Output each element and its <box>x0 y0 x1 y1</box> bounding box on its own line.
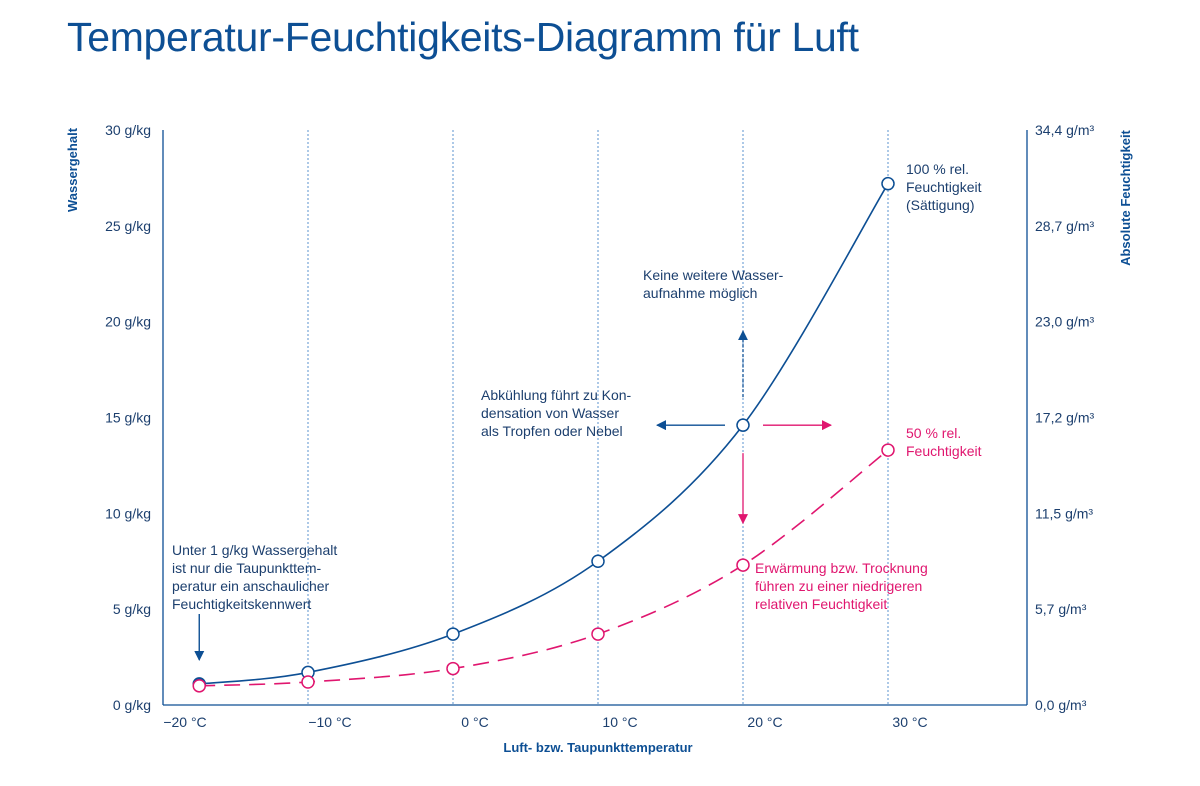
y-axis-label: Wassergehalt <box>65 127 80 212</box>
annotation-line: Keine weitere Wasser- <box>643 267 784 283</box>
x-tick-label: −20 °C <box>163 714 206 730</box>
annotation-line: Feuchtigkeit <box>906 179 982 195</box>
annotation-line: Unter 1 g/kg Wassergehalt <box>172 542 337 558</box>
y-tick-label: 5 g/kg <box>113 601 151 617</box>
annotation-line: Abkühlung führt zu Kon- <box>481 387 632 403</box>
annotation-line: 100 % rel. <box>906 161 969 177</box>
annotation-line: ist nur die Taupunkttem- <box>172 560 321 576</box>
saturation-point <box>446 627 460 641</box>
x-tick-label: 30 °C <box>892 714 927 730</box>
saturation-point <box>881 176 895 191</box>
annotation-line: relativen Feuchtigkeit <box>755 596 887 612</box>
fifty-percent-point <box>301 675 315 689</box>
annotation-line: densation von Wasser <box>481 405 619 421</box>
annotation-line: führen zu einer niedrigeren <box>755 578 922 594</box>
y-right-tick-label: 23,0 g/m³ <box>1035 314 1094 330</box>
fifty-percent-point <box>736 558 750 572</box>
fifty-percent-point <box>591 627 605 641</box>
annotation-erw: Erwärmung bzw. Trocknung führen zu einer … <box>755 560 928 612</box>
annotation-line: Feuchtigkeitskennwert <box>172 596 311 612</box>
y-right-tick-label: 17,2 g/m³ <box>1035 410 1094 426</box>
y-right-tick-label: 11,5 g/m³ <box>1035 505 1093 521</box>
fifty-percent-point <box>881 443 895 457</box>
y-right-tick-label: 0,0 g/m³ <box>1035 697 1087 713</box>
annotation-abk: Abkühlung führt zu Kon-densation von Was… <box>481 387 632 439</box>
x-tick-label: 10 °C <box>602 714 637 730</box>
x-tick-label: 0 °C <box>461 714 488 730</box>
y-tick-label: 25 g/kg <box>105 218 151 234</box>
saturation-point <box>736 418 750 432</box>
y-right-tick-label: 34,4 g/m³ <box>1035 122 1094 138</box>
annotation-fifty: 50 % rel. Feuchtigkeit <box>906 425 982 459</box>
x-tick-label: 20 °C <box>747 714 782 730</box>
y-tick-label: 20 g/kg <box>105 314 151 330</box>
chart-title: Temperatur-Feuchtigkeits-Diagramm für Lu… <box>67 14 859 60</box>
y-tick-label: 15 g/kg <box>105 410 151 426</box>
saturation-point <box>591 554 605 568</box>
y-right-tick-label: 5,7 g/m³ <box>1035 601 1087 617</box>
fifty-percent-point <box>446 661 460 676</box>
y-tick-label: 10 g/kg <box>105 505 151 521</box>
annotation-line: 50 % rel. <box>906 425 961 441</box>
annotation-line: Feuchtigkeit <box>906 443 982 459</box>
fifty-percent-point <box>192 679 206 693</box>
y-right-axis-label: Absolute Feuchtigkeit <box>1118 129 1133 265</box>
annotation-sat: 100 % rel. Feuchtigkeit (Sättigung) <box>906 161 982 213</box>
annotation-line: (Sättigung) <box>906 197 974 213</box>
annotation-line: aufnahme möglich <box>643 285 757 301</box>
x-axis-label: Luft- bzw. Taupunkttemperatur <box>503 740 692 755</box>
y-tick-label: 30 g/kg <box>105 122 151 138</box>
y-tick-label: 0 g/kg <box>113 697 151 713</box>
annotation-unter: Unter 1 g/kg Wassergehalt ist nur die Tau… <box>172 542 337 612</box>
annotation-line: peratur ein anschaulicher <box>172 578 330 594</box>
x-tick-label: −10 °C <box>308 714 351 730</box>
annotation-keine: Keine weitere Wasser-aufnahme möglich <box>643 267 784 301</box>
y-right-tick-label: 28,7 g/m³ <box>1035 218 1094 234</box>
annotation-line: als Tropfen oder Nebel <box>481 423 623 439</box>
annotation-line: Erwärmung bzw. Trocknung <box>755 560 928 576</box>
